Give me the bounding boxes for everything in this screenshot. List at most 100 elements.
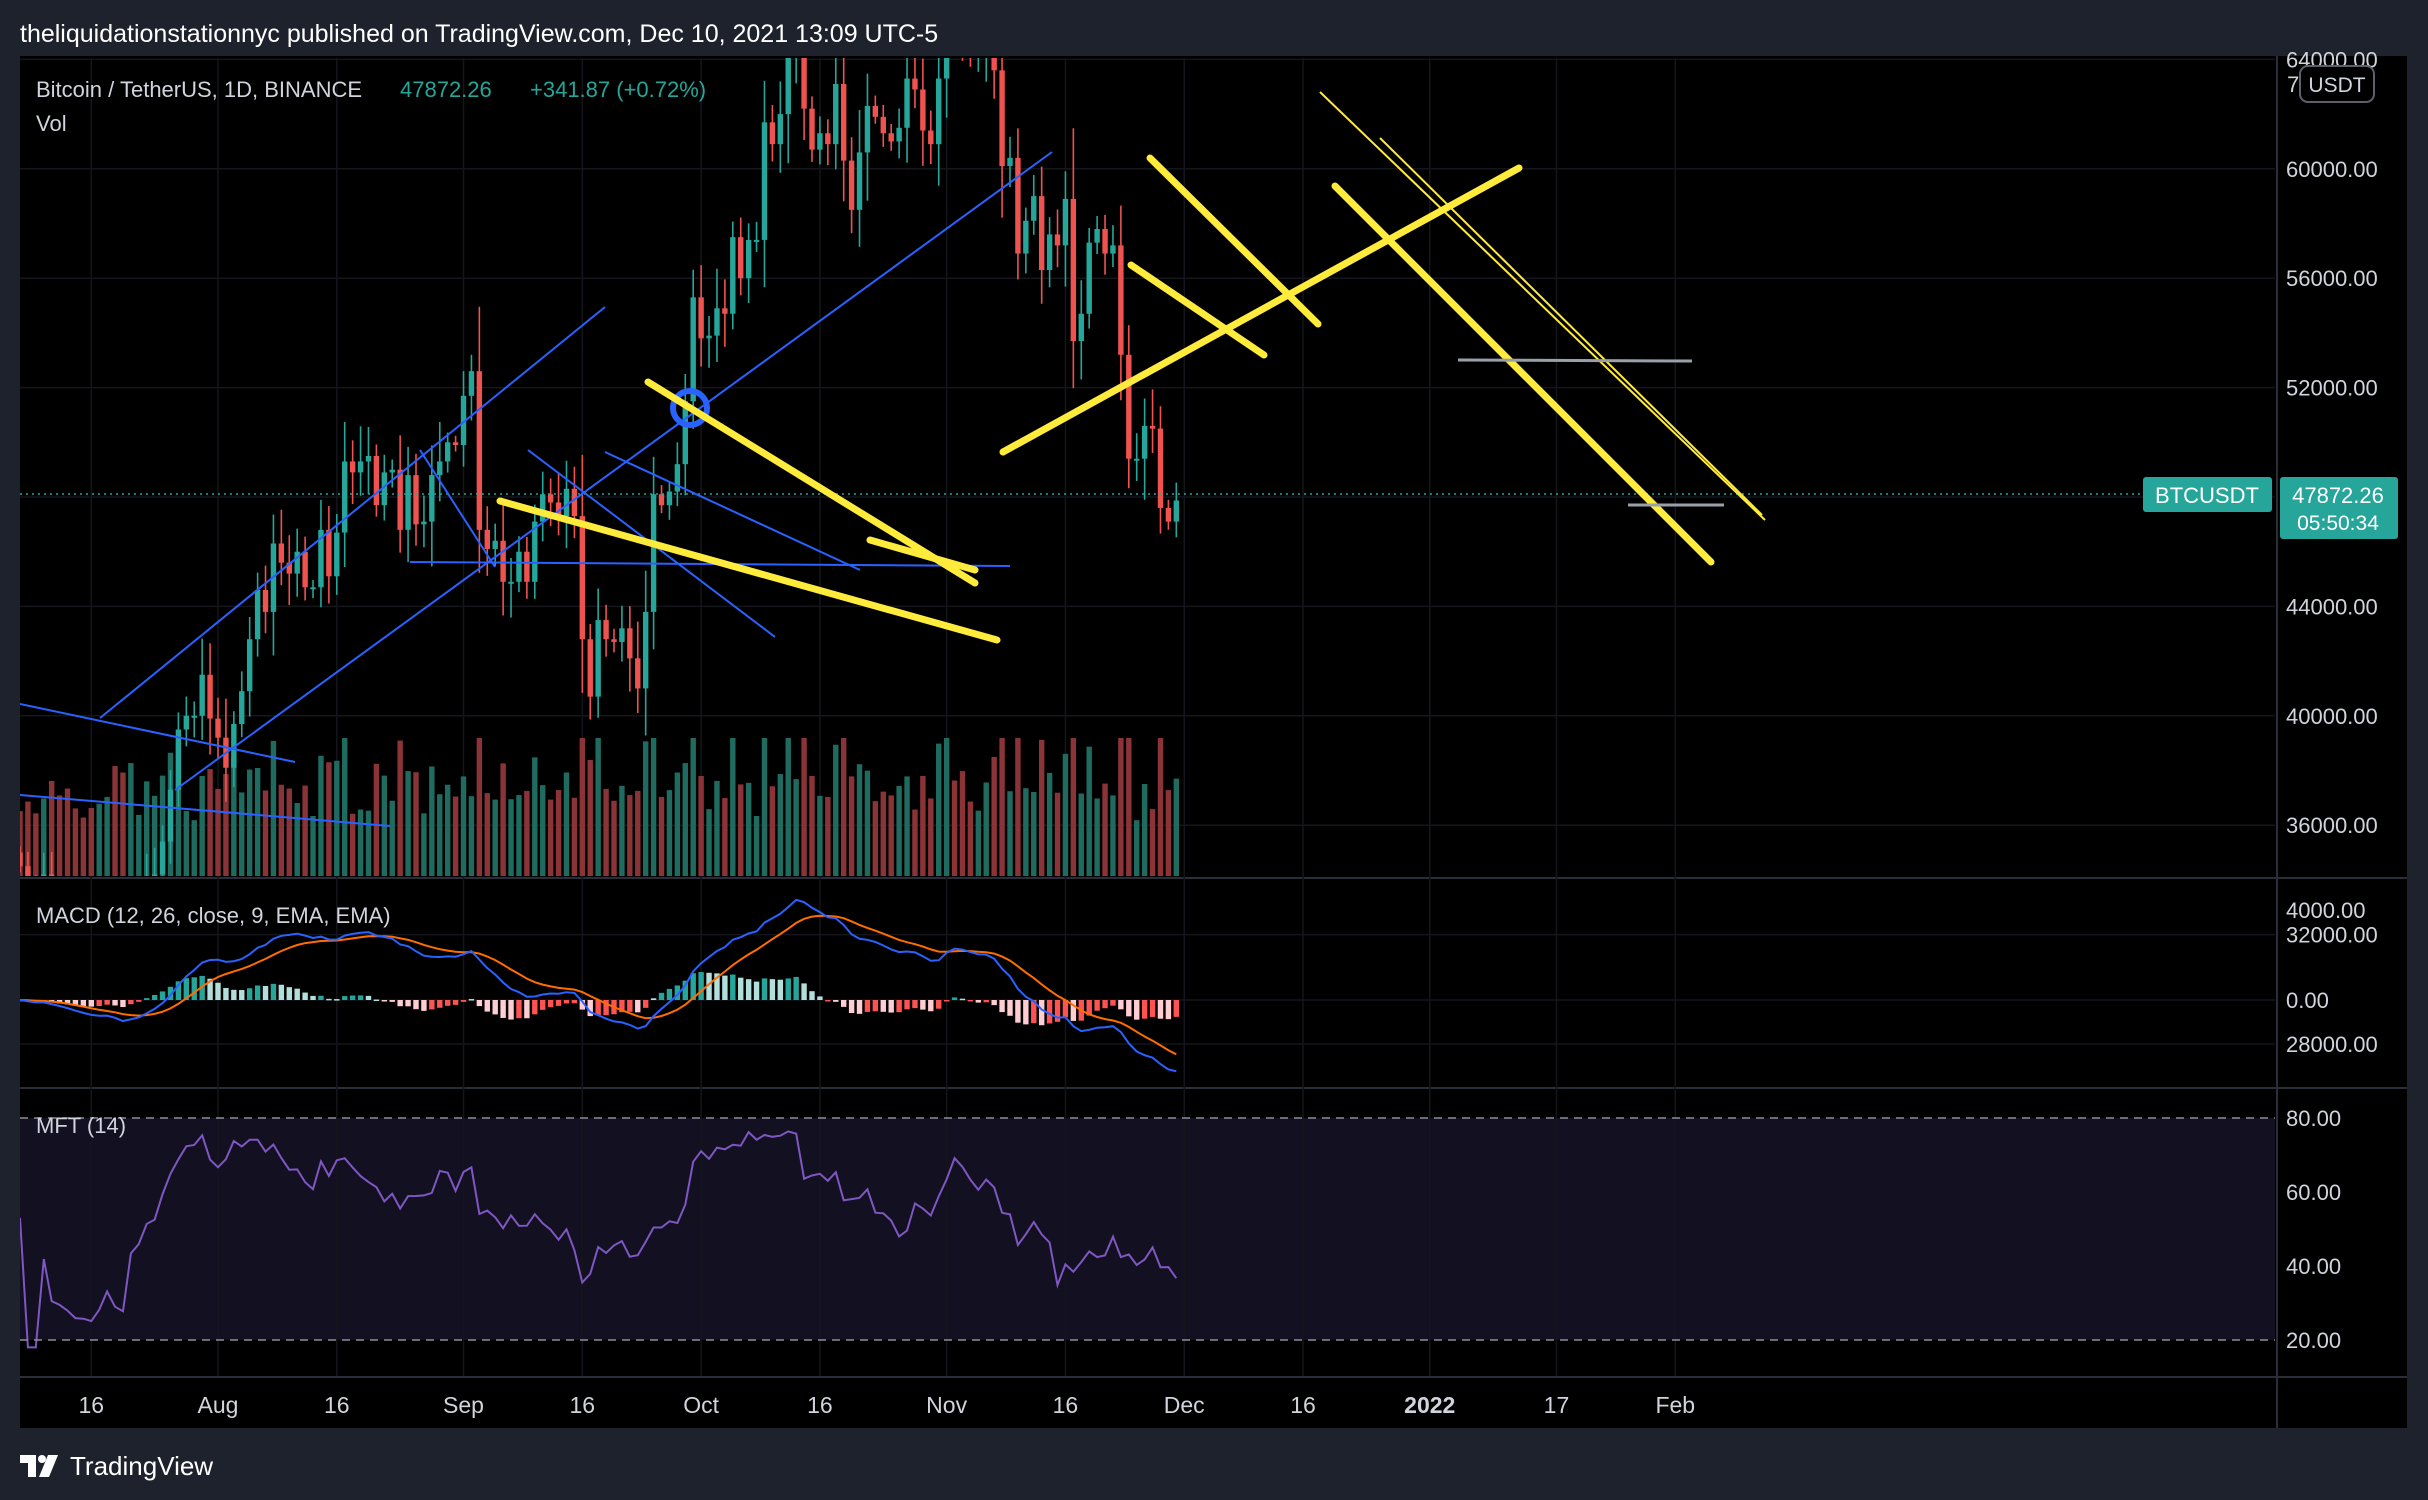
blue-trendline[interactable] bbox=[409, 561, 1011, 567]
blue-trendline[interactable] bbox=[20, 794, 391, 827]
yellow-trendline[interactable] bbox=[1331, 182, 1715, 566]
gray-horizontal-level[interactable] bbox=[1457, 358, 1693, 363]
yellow-trendline[interactable] bbox=[866, 536, 979, 574]
macd-histogram-bar bbox=[856, 1000, 863, 1014]
volume-bar bbox=[413, 772, 419, 876]
macd-histogram-bar bbox=[262, 986, 269, 1000]
macd-histogram-bar bbox=[595, 1000, 601, 1016]
yellow-trendline[interactable] bbox=[999, 164, 1523, 456]
volume-bar bbox=[516, 795, 522, 876]
macd-histogram-bar bbox=[112, 1000, 118, 1006]
macd-histogram-bar bbox=[1110, 1000, 1116, 1006]
volume-bar bbox=[405, 771, 411, 876]
price-axis-label: 32000.00 bbox=[2286, 923, 2378, 948]
yellow-thin-trendlines[interactable] bbox=[1319, 91, 1766, 521]
macd-histogram-bar bbox=[215, 982, 221, 1000]
symbol-tag[interactable] bbox=[2143, 477, 2272, 512]
macd-histogram-bar bbox=[286, 987, 292, 1000]
macd-histogram-bar bbox=[270, 983, 277, 1000]
candle-body bbox=[444, 442, 451, 462]
yellow-trendline[interactable] bbox=[1146, 154, 1322, 328]
candle-body bbox=[920, 89, 926, 131]
candle-body bbox=[769, 122, 776, 145]
macd-legend[interactable]: MACD (12, 26, close, 9, EMA, EMA) bbox=[36, 903, 391, 928]
volume-bar bbox=[603, 788, 609, 876]
candle-body bbox=[1110, 245, 1116, 254]
yellow-thin-trendline[interactable] bbox=[1379, 137, 1763, 516]
volume-bar bbox=[1023, 788, 1029, 876]
macd-histogram-bar bbox=[840, 1000, 847, 1007]
blue-circle-marker[interactable] bbox=[670, 388, 710, 428]
macd-histogram-bar bbox=[769, 979, 776, 1000]
gray-levels[interactable] bbox=[1457, 358, 1724, 507]
macd-histogram-bar bbox=[682, 980, 688, 1000]
volume-bar bbox=[452, 796, 459, 876]
macd-histogram-bar bbox=[144, 998, 150, 1000]
candle-body bbox=[1086, 242, 1092, 314]
macd-histogram-bar bbox=[476, 1000, 483, 1007]
tradingview-logo[interactable]: TradingView bbox=[20, 1446, 213, 1486]
symbol-tag-label: BTCUSDT bbox=[2155, 483, 2259, 508]
candle-body bbox=[326, 529, 332, 577]
candle-body bbox=[476, 371, 483, 530]
candle-body bbox=[524, 551, 530, 582]
candle-body bbox=[674, 464, 681, 492]
macd-histogram-bar bbox=[864, 1000, 871, 1012]
candle-body bbox=[730, 237, 736, 314]
macd-histogram-bar bbox=[1038, 1000, 1045, 1026]
time-axis-label: 16 bbox=[807, 1392, 833, 1418]
axis-labels: 28000.00 32000.00 36000.00 40000.00 44000.00… bbox=[78, 47, 2378, 1418]
candle-body bbox=[239, 691, 245, 725]
volume-bar bbox=[144, 781, 150, 876]
volume-bar bbox=[722, 798, 728, 876]
volume-legend[interactable]: Vol bbox=[36, 111, 67, 136]
yellow-trendline[interactable] bbox=[496, 497, 1001, 644]
volume-bar bbox=[817, 795, 823, 876]
candle-body bbox=[555, 502, 562, 517]
macd-histogram-bar bbox=[753, 981, 760, 1000]
macd-histogram-bar bbox=[579, 1000, 586, 1010]
candle-body bbox=[682, 401, 688, 465]
time-axis-label: Aug bbox=[198, 1392, 239, 1418]
macd-histogram-bar bbox=[1015, 1000, 1021, 1023]
yellow-trendlines[interactable] bbox=[496, 154, 1715, 644]
volume-bar bbox=[975, 810, 982, 876]
macd-histogram-bar bbox=[183, 978, 190, 1000]
volume-bar bbox=[753, 816, 760, 876]
macd-histogram-bar bbox=[231, 989, 237, 1000]
blue-trendline[interactable] bbox=[99, 306, 606, 719]
candle-body bbox=[642, 611, 649, 689]
volume-bar bbox=[991, 756, 997, 876]
candle-body bbox=[334, 532, 340, 577]
yellow-trendline[interactable] bbox=[1127, 261, 1268, 359]
symbol-title[interactable]: Bitcoin / TetherUS, 1D, BINANCE bbox=[36, 77, 362, 102]
candle-body bbox=[1007, 157, 1013, 167]
yellow-thin-trendline[interactable] bbox=[1319, 91, 1766, 521]
macd-histogram-bar bbox=[223, 987, 229, 1000]
volume-bar bbox=[191, 820, 197, 876]
yellow-trendline[interactable] bbox=[644, 378, 979, 587]
drawings[interactable] bbox=[20, 91, 1766, 827]
blue-trendline[interactable] bbox=[604, 451, 861, 571]
candle-body bbox=[1141, 425, 1148, 459]
macd-histogram-bar bbox=[587, 1000, 593, 1017]
volume-bar bbox=[1070, 738, 1077, 876]
volume-bar bbox=[928, 798, 934, 876]
last-price-tag[interactable] bbox=[2280, 477, 2398, 539]
blue-trendline[interactable] bbox=[20, 703, 296, 763]
macd-histogram-bar bbox=[492, 1000, 498, 1015]
macd-histogram-bar bbox=[532, 1000, 538, 1015]
macd-histogram-bar bbox=[254, 985, 261, 1000]
volume-bar bbox=[1007, 791, 1013, 876]
mfi-indicator bbox=[20, 1130, 1178, 1349]
blue-trendline[interactable] bbox=[174, 151, 1053, 791]
mfi-legend[interactable]: MFT (14) bbox=[36, 1113, 126, 1138]
price-axis-label: 28000.00 bbox=[2286, 1032, 2378, 1057]
blue-trendline[interactable] bbox=[419, 449, 496, 568]
candle-body bbox=[151, 874, 158, 876]
currency-badge[interactable] bbox=[2299, 65, 2375, 103]
volume-bar bbox=[738, 784, 744, 876]
candle-body bbox=[809, 108, 815, 150]
blue-trendlines[interactable] bbox=[20, 151, 1053, 827]
